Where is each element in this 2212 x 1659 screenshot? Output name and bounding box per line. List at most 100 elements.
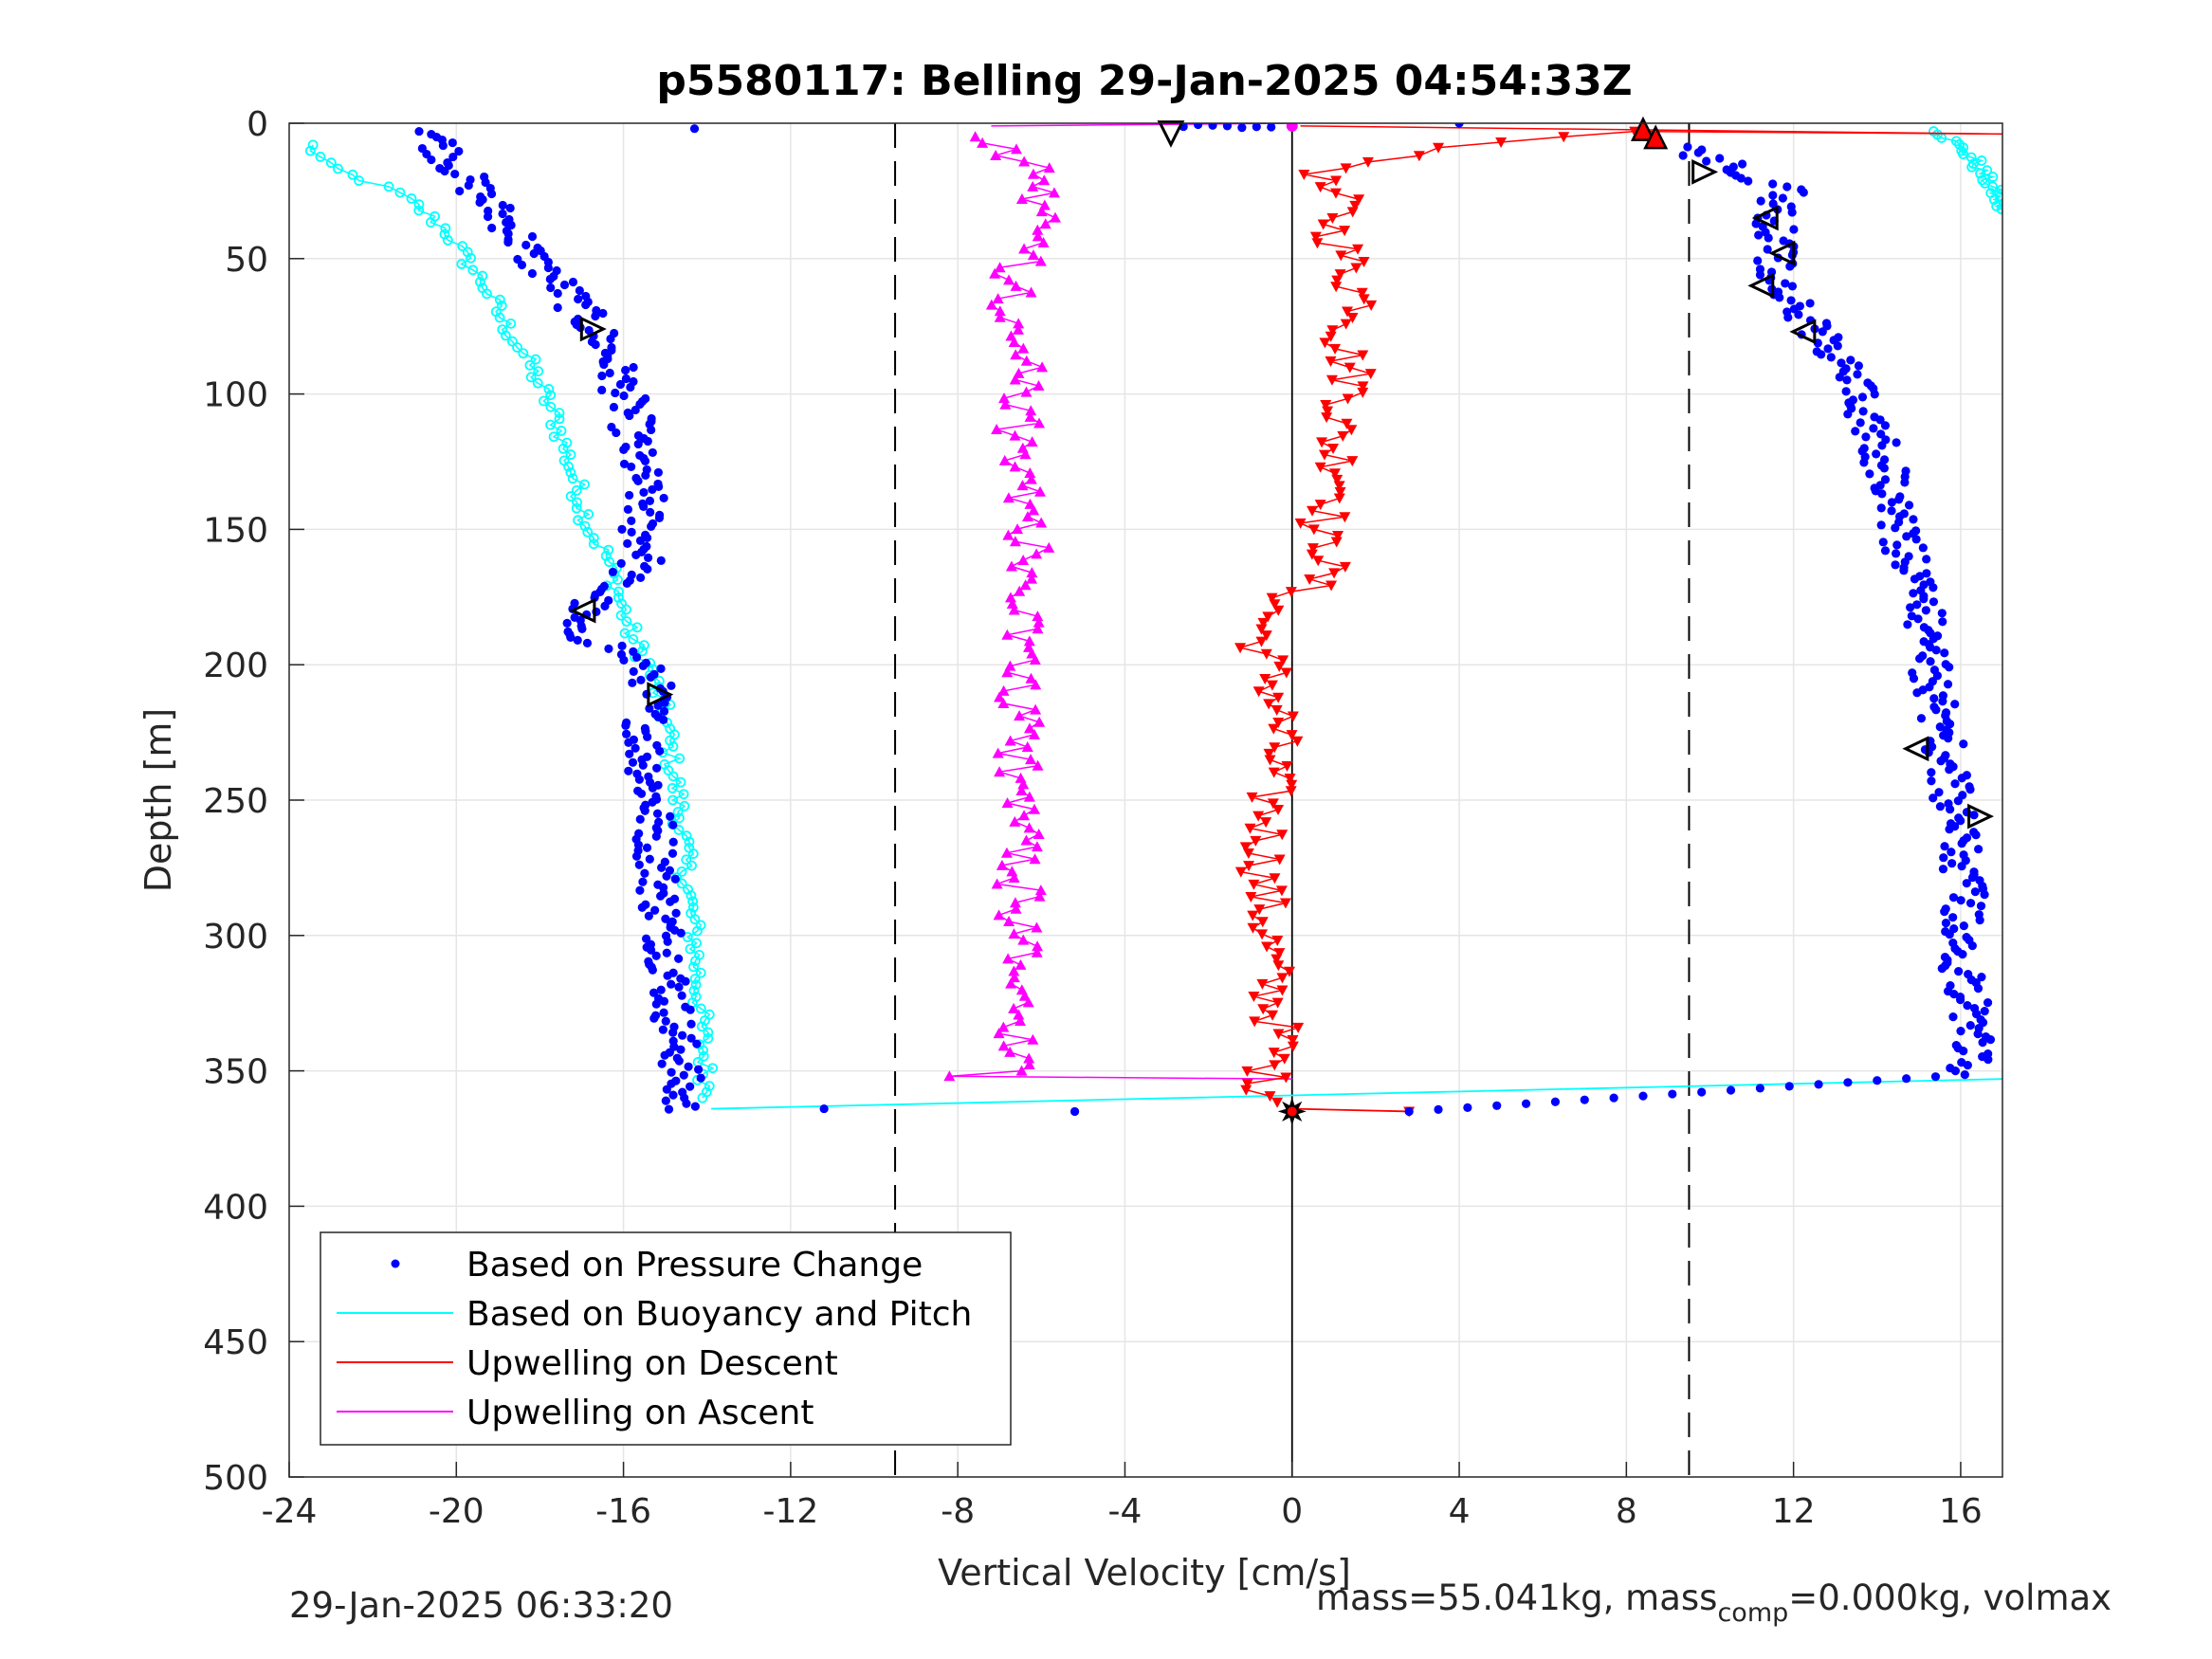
- pressure-descent-point: [628, 757, 638, 767]
- ascent-upwelling-point: [1031, 946, 1043, 957]
- pressure-ascent-point: [1787, 282, 1798, 291]
- footer-mass-info: mass=55.041kg, masscomp=0.000kg, volmax: [1316, 1577, 2212, 1628]
- buoyancy-point: [524, 359, 536, 371]
- pressure-ascent-point: [1964, 970, 1973, 979]
- pressure-ascent-point: [1857, 392, 1868, 402]
- pressure-descent-point: [616, 558, 626, 568]
- pressure-turn-point: [1726, 1085, 1736, 1095]
- descent-upwelling-point: [1271, 997, 1284, 1009]
- pressure-descent-point: [623, 504, 633, 515]
- pressure-descent-point: [664, 1104, 674, 1114]
- descent-upwelling-point: [1344, 362, 1356, 374]
- buoyancy-point: [588, 533, 599, 543]
- descent-upwelling-point: [1334, 269, 1346, 281]
- pressure-descent-point: [631, 652, 642, 662]
- pressure-ascent-point: [1858, 407, 1868, 416]
- pressure-ascent-point: [1744, 176, 1753, 186]
- pressure-descent-point: [681, 976, 690, 986]
- pressure-ascent-point: [1768, 191, 1778, 200]
- pressure-ascent-point: [1950, 779, 1960, 789]
- descent-upwelling-point: [1271, 935, 1284, 946]
- pressure-outlier-point: [819, 1103, 829, 1114]
- descent-upwelling-point: [1268, 767, 1280, 778]
- descent-upwelling-point: [1241, 1066, 1253, 1077]
- down-triangle-marker: [1157, 120, 1185, 148]
- pressure-ascent-point: [1937, 609, 1947, 618]
- pressure-descent-point: [638, 661, 648, 670]
- pressure-descent-point: [611, 388, 620, 398]
- pressure-descent-point: [619, 445, 629, 455]
- descent-upwelling-point: [1257, 1004, 1270, 1015]
- pressure-descent-point: [667, 1067, 676, 1077]
- descent-upwelling-point: [1333, 481, 1345, 492]
- pressure-surface-point: [1267, 123, 1276, 132]
- descent-upwelling-point: [1339, 512, 1351, 523]
- descent-upwelling-point: [1345, 425, 1358, 436]
- descent-upwelling-point: [1325, 374, 1338, 386]
- pressure-descent-point: [639, 501, 649, 512]
- ascent-turn-line: [949, 1075, 1292, 1080]
- pressure-descent-point: [414, 126, 424, 137]
- pressure-descent-point: [661, 1016, 670, 1026]
- x-tick-label: -16: [595, 1492, 651, 1531]
- pressure-ascent-point: [1949, 924, 1959, 934]
- y-tick-label: 0: [247, 105, 268, 144]
- descent-upwelling-point: [1276, 985, 1289, 996]
- buoyancy-point: [663, 765, 674, 775]
- pressure-turn-point: [1873, 1076, 1882, 1085]
- ascent-upwelling-point: [1008, 1002, 1020, 1013]
- descent-upwelling-point: [1330, 282, 1343, 293]
- ascent-upwelling-point: [1043, 541, 1055, 553]
- descent-upwelling-point: [1240, 1085, 1252, 1096]
- buoyancy-point: [512, 342, 522, 353]
- buoyancy-point: [539, 395, 549, 407]
- buoyancy-point: [565, 491, 576, 501]
- pressure-ascent-point: [1919, 623, 1929, 632]
- buoyancy-point: [689, 914, 701, 925]
- descent-upwelling-point: [1260, 648, 1272, 660]
- pressure-descent-point: [627, 516, 636, 526]
- buoyancy-point: [703, 1032, 714, 1044]
- ascent-upwelling-point: [1032, 224, 1044, 235]
- pressure-descent-point: [612, 428, 621, 438]
- ascent-upwelling-point: [1024, 498, 1036, 509]
- pressure-ascent-point: [1927, 768, 1936, 777]
- buoyancy-point: [675, 776, 686, 788]
- descent-upwelling-point: [1247, 910, 1259, 921]
- descent-upwelling-point: [1292, 1022, 1305, 1033]
- pressure-descent-point: [623, 538, 632, 548]
- descent-upwelling-point: [1333, 493, 1345, 504]
- pressure-descent-point: [636, 789, 647, 798]
- ascent-upwelling-point: [994, 691, 1006, 702]
- pressure-ascent-point: [1878, 538, 1888, 547]
- ascent-upwelling-point: [1002, 492, 1015, 503]
- ascent-upwelling-point: [1010, 143, 1022, 155]
- ascent-upwelling-point: [1000, 847, 1013, 858]
- pressure-ascent-point: [1876, 503, 1886, 513]
- y-tick-label: 350: [203, 1053, 268, 1092]
- buoyancy-point: [613, 586, 624, 597]
- ascent-upwelling-point: [1021, 510, 1033, 521]
- ascent-upwelling-point: [1023, 791, 1035, 802]
- pressure-ascent-point: [1943, 680, 1953, 689]
- descent-upwelling-point: [1267, 798, 1279, 810]
- buoyancy-point: [667, 783, 678, 793]
- pressure-ascent-point: [1846, 356, 1856, 365]
- x-tick-label: 0: [1281, 1492, 1303, 1531]
- ascent-upwelling-point: [1031, 841, 1043, 852]
- pressure-descent-point: [674, 1056, 684, 1066]
- ascent-upwelling-point: [1026, 573, 1038, 584]
- ascent-upwelling-point: [1029, 654, 1041, 665]
- ascent-upwelling-point: [1020, 386, 1033, 397]
- ascent-upwelling-point: [1014, 585, 1026, 596]
- pressure-ascent-point: [1869, 424, 1878, 433]
- descent-upwelling-point: [1271, 954, 1283, 965]
- pressure-descent-point: [624, 738, 633, 747]
- pressure-descent-point: [529, 248, 539, 259]
- pressure-turn-point: [1843, 1078, 1853, 1087]
- pressure-ascent-point: [1909, 515, 1918, 524]
- pressure-descent-point: [597, 371, 607, 381]
- pressure-descent-point: [647, 521, 656, 532]
- right-triangle-marker: [579, 316, 607, 342]
- pressure-ascent-point: [1956, 896, 1965, 905]
